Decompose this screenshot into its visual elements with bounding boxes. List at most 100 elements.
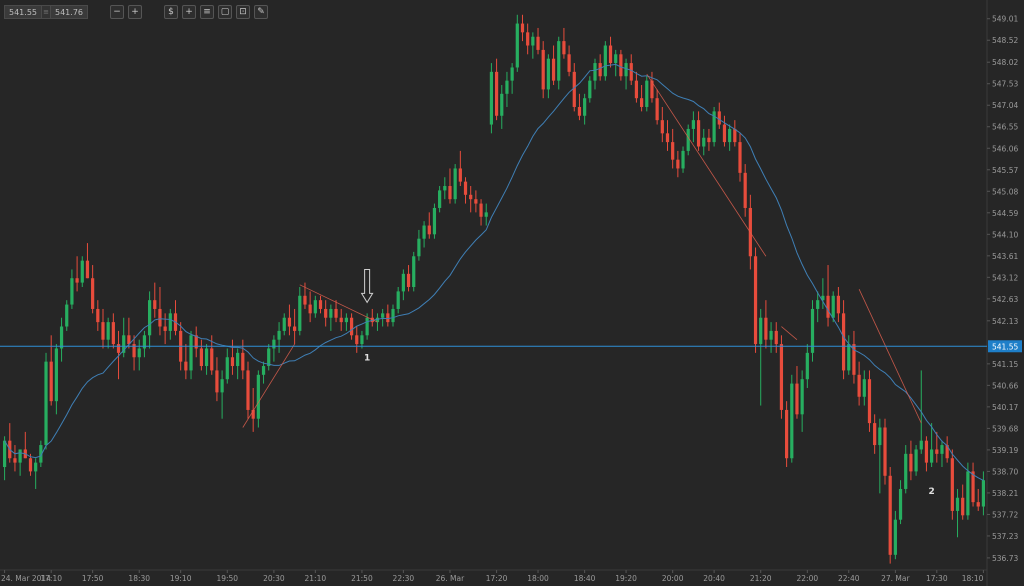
zoom-in-icon[interactable]: + xyxy=(128,5,142,19)
x-tick-label: 18:40 xyxy=(574,574,596,583)
candle-body xyxy=(111,322,115,345)
candle-body xyxy=(800,379,804,415)
candle-body xyxy=(49,361,53,402)
candle xyxy=(18,449,22,476)
candle-body xyxy=(324,308,328,318)
candle xyxy=(722,115,727,147)
candle-body xyxy=(116,344,121,353)
candle xyxy=(645,76,649,112)
x-tick-label: 22:00 xyxy=(797,574,819,583)
candle-body xyxy=(831,295,835,318)
candle-body xyxy=(75,278,79,283)
candle-body xyxy=(795,383,799,415)
candle-body xyxy=(349,317,354,336)
candle-body xyxy=(54,348,58,402)
candle-body xyxy=(494,71,499,116)
candle xyxy=(961,484,965,520)
candle-body xyxy=(904,453,908,489)
candle xyxy=(785,401,789,468)
candle xyxy=(106,317,110,349)
candle xyxy=(971,462,975,507)
candle-body xyxy=(867,379,872,424)
candle-body xyxy=(91,278,95,309)
layers-icon[interactable]: ▢ xyxy=(218,5,232,19)
candle-body xyxy=(401,273,405,292)
candle-body xyxy=(898,488,903,520)
scale-icon[interactable]: $ xyxy=(164,5,178,19)
ask-price[interactable]: 541.76 xyxy=(50,5,88,19)
template-icon[interactable]: ⊡ xyxy=(236,5,250,19)
candle xyxy=(194,326,198,358)
candle xyxy=(277,322,281,353)
candle-body xyxy=(515,23,519,68)
candle xyxy=(588,76,592,103)
candle xyxy=(862,370,866,406)
candle xyxy=(836,287,841,323)
candle-body xyxy=(955,497,960,511)
candle xyxy=(318,295,323,314)
candle xyxy=(955,488,960,538)
candle-body xyxy=(961,497,965,516)
candle xyxy=(282,313,286,336)
candle xyxy=(313,295,317,318)
candle-body xyxy=(821,295,825,301)
candle xyxy=(287,304,292,336)
candle-body xyxy=(935,449,939,454)
candle xyxy=(396,287,400,314)
candle xyxy=(930,423,934,468)
candle xyxy=(184,344,188,380)
draw-icon[interactable]: ✎ xyxy=(254,5,268,19)
zoom-out-icon[interactable]: − xyxy=(110,5,124,19)
y-tick-label: 539.19 xyxy=(992,446,1018,455)
candle-body xyxy=(930,449,934,463)
candle xyxy=(324,300,328,327)
y-tick-label: 547.04 xyxy=(992,101,1018,110)
candle xyxy=(406,265,411,292)
indicators-icon[interactable]: ≡ xyxy=(200,5,214,19)
candle xyxy=(75,256,79,292)
y-axis: 549.01 548.52 548.02 547.53 547.04 546.55 546.… xyxy=(986,0,1018,586)
y-tick-label: 543.61 xyxy=(992,252,1018,261)
candle xyxy=(500,85,504,129)
candle-body xyxy=(862,379,866,397)
crosshair-icon[interactable]: + xyxy=(182,5,196,19)
candle-body xyxy=(127,335,131,345)
bid-price[interactable]: 541.55 xyxy=(4,5,42,19)
candle xyxy=(924,436,929,472)
y-tick-label: 540.17 xyxy=(992,403,1018,412)
candle-body xyxy=(251,409,255,419)
candle-body xyxy=(329,308,333,318)
candle xyxy=(696,111,701,151)
candle-body xyxy=(375,317,380,323)
candle-body xyxy=(893,519,897,555)
candle xyxy=(707,128,711,151)
candle-body xyxy=(463,181,468,195)
candle-body xyxy=(406,273,411,287)
candle-body xyxy=(39,445,43,463)
candle-body xyxy=(629,63,633,81)
x-tick-label: 27. Mar xyxy=(881,574,910,583)
y-tick-label: 545.08 xyxy=(992,187,1018,196)
candle xyxy=(950,449,954,520)
candle-body xyxy=(432,207,437,235)
candle xyxy=(614,49,618,77)
candle-body xyxy=(261,366,266,375)
candle xyxy=(329,304,333,331)
candle-body xyxy=(909,453,913,472)
candle-body xyxy=(96,308,100,323)
y-tick-label: 544.59 xyxy=(992,209,1018,218)
candle-body xyxy=(836,295,841,314)
candle xyxy=(308,291,312,323)
candle xyxy=(85,243,90,279)
candle-body xyxy=(318,300,323,309)
candle-body xyxy=(847,344,851,371)
candle xyxy=(557,36,561,90)
candle xyxy=(598,54,602,81)
x-tick-label: 22:30 xyxy=(393,574,415,583)
y-tick-label: 542.63 xyxy=(992,295,1018,304)
candle-body xyxy=(681,150,685,169)
candle xyxy=(841,300,846,380)
candle-body xyxy=(215,370,219,393)
candle xyxy=(127,317,131,349)
